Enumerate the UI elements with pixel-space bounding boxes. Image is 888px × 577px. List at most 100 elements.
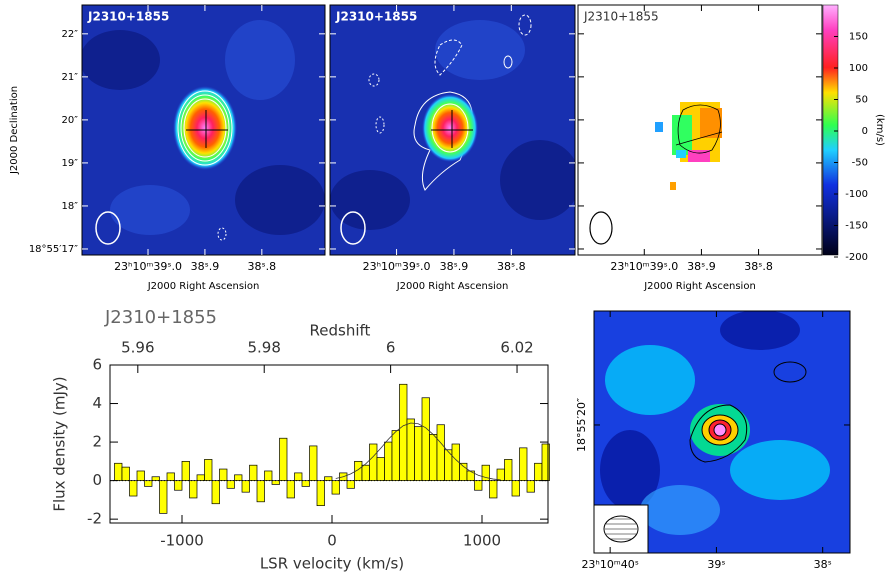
y-tick-label: 18°55′20″ bbox=[575, 398, 588, 452]
bar bbox=[226, 480, 235, 489]
x2-tick-label: 6.02 bbox=[500, 339, 533, 357]
panel-label: J2310+1855 bbox=[335, 10, 417, 24]
bar bbox=[234, 474, 243, 481]
bar bbox=[196, 474, 205, 481]
x2-tick-label: 5.96 bbox=[121, 339, 154, 357]
bar bbox=[301, 480, 310, 487]
x-tick-label: 38ˢ.9 bbox=[687, 260, 716, 273]
bar bbox=[346, 480, 355, 489]
bar bbox=[376, 457, 385, 481]
plot-frame bbox=[109, 364, 549, 524]
bar bbox=[136, 470, 145, 481]
x-tick-label: 38ˢ.8 bbox=[248, 260, 277, 273]
y-tick-label: 20″ bbox=[62, 115, 79, 126]
bar bbox=[474, 480, 483, 491]
panel-label: J2310+1855 bbox=[583, 10, 659, 24]
bar bbox=[429, 434, 438, 481]
x2-tick-label: 5.98 bbox=[248, 339, 281, 357]
map-image bbox=[330, 5, 575, 255]
y-tick-label: 2 bbox=[92, 433, 102, 451]
colorbar-tick-label: 50 bbox=[855, 95, 868, 106]
colorbar-tick-label: -200 bbox=[845, 252, 868, 263]
fit-curve bbox=[335, 422, 501, 481]
y-tick-label: 4 bbox=[92, 394, 102, 412]
y-tick-label: 22″ bbox=[62, 29, 79, 40]
x-axis-label: J2000 Right Ascension bbox=[643, 281, 756, 292]
colorbar-tick-label: 150 bbox=[849, 32, 868, 43]
bar bbox=[189, 480, 198, 499]
x-tick-label: 1000 bbox=[463, 532, 501, 550]
bar bbox=[166, 472, 175, 481]
x-tick-label: 23ʰ10ᵐ39ˢ.0 bbox=[363, 260, 431, 273]
bar bbox=[181, 460, 190, 481]
bar bbox=[151, 476, 160, 481]
y-tick-label: 18°55′17″ bbox=[29, 244, 78, 255]
bar bbox=[406, 418, 415, 481]
x-tick-label: 38ˢ.9 bbox=[440, 260, 469, 273]
bar bbox=[309, 445, 318, 481]
colorbar-tick-label: 100 bbox=[849, 63, 868, 74]
bar bbox=[519, 447, 528, 481]
bar bbox=[219, 468, 228, 481]
bar bbox=[316, 480, 325, 507]
bar bbox=[279, 437, 288, 481]
bar bbox=[384, 441, 393, 481]
bar bbox=[249, 464, 258, 481]
bar bbox=[159, 480, 168, 514]
bar bbox=[114, 462, 123, 481]
bar bbox=[174, 480, 183, 491]
y-tick-label: 21″ bbox=[62, 72, 79, 83]
y-axis-label: Flux density (mJy) bbox=[51, 376, 69, 511]
x-tick-label: 23ʰ10ᵐ40ˢ bbox=[581, 558, 638, 571]
bar bbox=[121, 466, 130, 481]
y-tick-label: 6 bbox=[92, 356, 102, 374]
bar bbox=[391, 430, 400, 481]
map-frame bbox=[81, 4, 326, 256]
bar bbox=[286, 480, 295, 499]
bar bbox=[264, 470, 273, 481]
bar bbox=[369, 443, 378, 481]
colorbar-tick-label: -50 bbox=[852, 158, 868, 169]
chart-title: J2310+1855 bbox=[104, 307, 217, 328]
velocity-map-image bbox=[578, 4, 839, 256]
x-tick-label: 23ʰ10ᵐ39ˢ.0 bbox=[114, 260, 182, 273]
bar bbox=[534, 462, 543, 481]
x-tick-label: 39ˢ bbox=[707, 558, 725, 571]
y-tick-label: -2 bbox=[87, 510, 102, 528]
map-frame bbox=[593, 310, 851, 554]
colorbar-label: (km/s) bbox=[874, 114, 885, 146]
bar bbox=[331, 480, 340, 495]
x-tick-label: 38ˢ.9 bbox=[191, 260, 220, 273]
x-axis-label: J2000 Right Ascension bbox=[147, 281, 260, 292]
bar bbox=[421, 397, 430, 481]
map-frame bbox=[577, 4, 823, 256]
x-tick-label: 38ˢ.8 bbox=[744, 260, 773, 273]
bar bbox=[489, 480, 498, 499]
bar bbox=[361, 464, 370, 481]
x-tick-label: 38ˢ.8 bbox=[497, 260, 526, 273]
colorbar-tick-label: -150 bbox=[845, 221, 868, 232]
map-image bbox=[82, 5, 325, 255]
bar bbox=[256, 480, 265, 503]
y-axis-label: J2000 Declination bbox=[9, 86, 20, 175]
map-image bbox=[594, 311, 850, 553]
bar bbox=[414, 426, 423, 481]
x-tick-label: -1000 bbox=[160, 532, 204, 550]
bar bbox=[511, 480, 520, 497]
x-axis-label: LSR velocity (km/s) bbox=[260, 555, 404, 573]
bar bbox=[271, 480, 280, 485]
x2-tick-label: 6 bbox=[386, 339, 396, 357]
panel-label: J2310+1855 bbox=[87, 10, 169, 24]
x-axis-label: J2000 Right Ascension bbox=[396, 281, 509, 292]
bar bbox=[204, 459, 213, 481]
bar bbox=[294, 472, 303, 481]
bar bbox=[399, 383, 408, 481]
y-tick-label: 19″ bbox=[62, 158, 79, 169]
map-frame bbox=[329, 4, 576, 256]
x-tick-label: 0 bbox=[327, 532, 337, 550]
bar bbox=[526, 480, 535, 493]
bar bbox=[129, 480, 138, 497]
bar bbox=[144, 480, 153, 487]
x2-axis-label: Redshift bbox=[310, 322, 371, 340]
